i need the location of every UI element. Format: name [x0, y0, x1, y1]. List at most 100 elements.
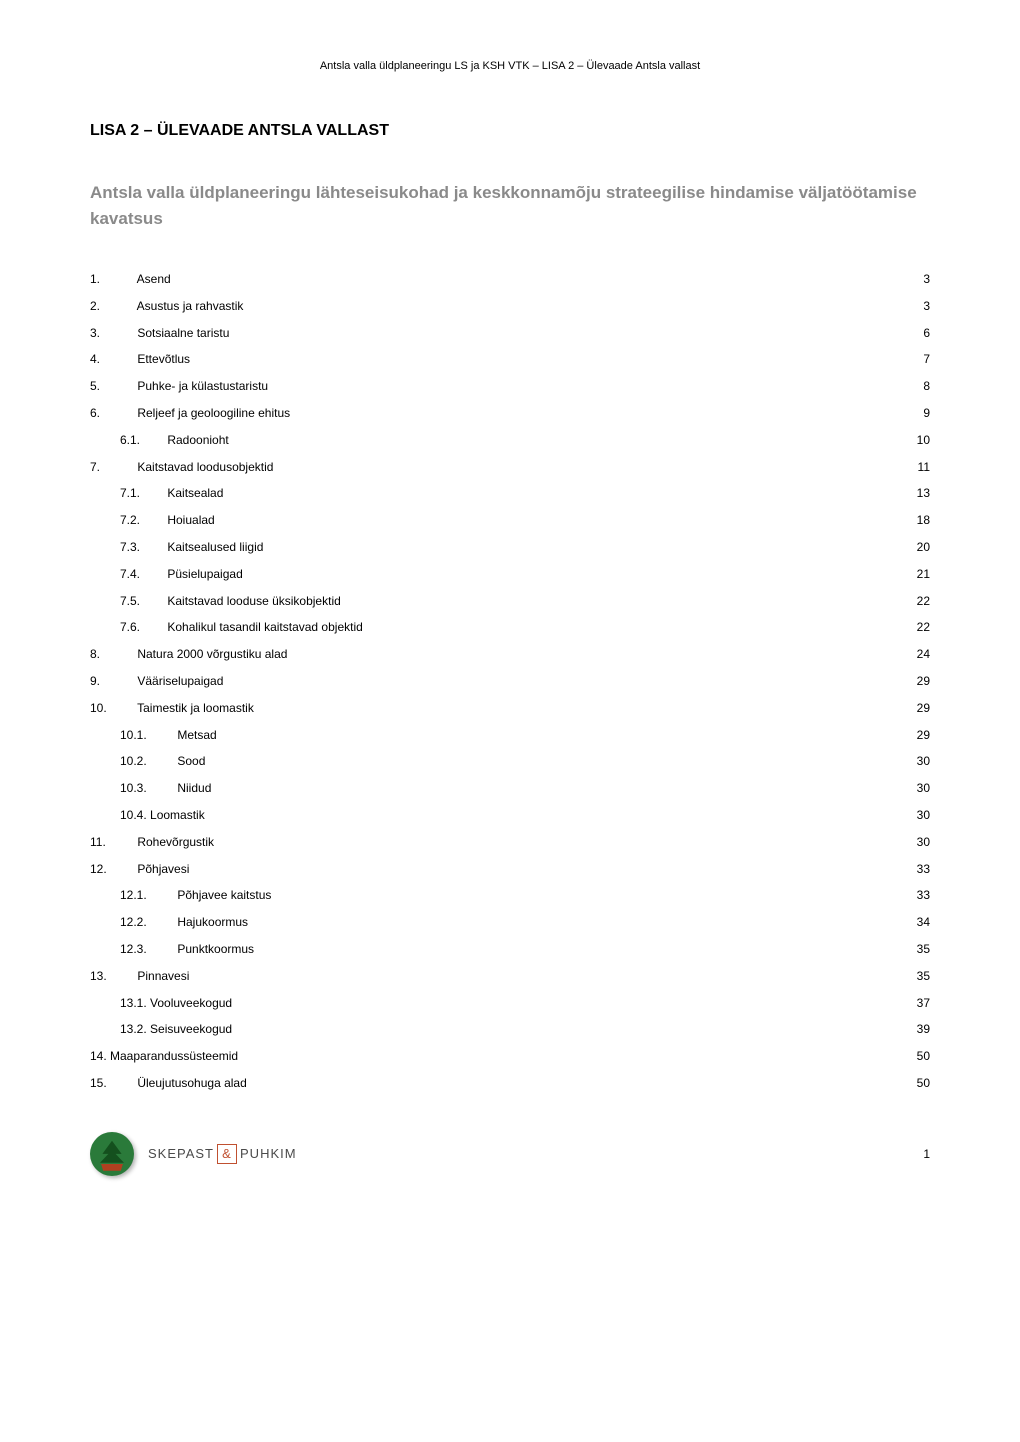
- toc-entry-page: 30: [907, 834, 930, 851]
- toc-entry: 14. Maaparandussüsteemid50: [90, 1048, 930, 1065]
- ampersand-box-icon: &: [217, 1144, 237, 1164]
- toc-entry-label: Üleujutusohuga alad: [137, 1076, 246, 1090]
- toc-entry-page: 6: [913, 325, 930, 342]
- toc-entry: 15. Üleujutusohuga alad50: [90, 1075, 930, 1092]
- toc-entry-label: Taimestik ja loomastik: [137, 701, 254, 715]
- toc-entry-left: 7.2. Hoiualad: [120, 512, 907, 529]
- toc-entry-number: 9.: [90, 673, 134, 690]
- toc-entry: 7.5. Kaitstavad looduse üksikobjektid22: [90, 593, 930, 610]
- toc-entry-page: 33: [907, 887, 930, 904]
- toc-entry: 10.3. Niidud30: [90, 780, 930, 797]
- toc-entry-label: Rohevõrgustik: [137, 835, 214, 849]
- toc-entry-left: 1. Asend: [90, 271, 913, 288]
- main-title: LISA 2 – ÜLEVAADE ANTSLA VALLAST: [90, 122, 930, 140]
- toc-entry-page: 22: [907, 593, 930, 610]
- company-logo: SKEPAST & PUHKIM: [148, 1144, 297, 1164]
- toc-entry-left: 13. Pinnavesi: [90, 968, 907, 985]
- table-of-contents: 1. Asend32. Asustus ja rahvastik33. Sots…: [90, 271, 930, 1092]
- toc-entry-left: 15. Üleujutusohuga alad: [90, 1075, 907, 1092]
- toc-entry-page: 33: [907, 861, 930, 878]
- toc-entry-page: 21: [907, 566, 930, 583]
- toc-entry-page: 22: [907, 619, 930, 636]
- toc-entry-label: Metsad: [177, 728, 216, 742]
- toc-entry-label: Kaitsealused liigid: [167, 540, 263, 554]
- toc-entry-page: 39: [907, 1021, 930, 1038]
- toc-entry: 1. Asend3: [90, 271, 930, 288]
- toc-entry-left: 5. Puhke- ja külastustaristu: [90, 378, 913, 395]
- company-name-part1: SKEPAST: [148, 1146, 214, 1161]
- toc-entry-label: Natura 2000 võrgustiku alad: [137, 647, 287, 661]
- toc-entry-label: Puhke- ja külastustaristu: [137, 379, 268, 393]
- toc-entry-left: 12.2. Hajukoormus: [120, 914, 907, 931]
- toc-entry-number: 8.: [90, 646, 134, 663]
- toc-entry-page: 30: [907, 753, 930, 770]
- toc-entry-label: Kaitstavad looduse üksikobjektid: [167, 594, 340, 608]
- toc-entry-number: 10.2.: [120, 753, 174, 770]
- toc-entry-label: Radoonioht: [167, 433, 228, 447]
- toc-entry: 12. Põhjavesi33: [90, 861, 930, 878]
- toc-entry-label: Põhjavesi: [137, 862, 189, 876]
- toc-entry-number: 12.1.: [120, 887, 174, 904]
- toc-entry-number: 12.2.: [120, 914, 174, 931]
- subtitle: Antsla valla üldplaneeringu lähteseisuko…: [90, 180, 930, 231]
- toc-entry: 3. Sotsiaalne taristu 6: [90, 325, 930, 342]
- toc-entry-left: 10.2. Sood: [120, 753, 907, 770]
- toc-entry-label: Põhjavee kaitstus: [177, 888, 271, 902]
- toc-entry: 8. Natura 2000 võrgustiku alad 24: [90, 646, 930, 663]
- toc-entry-left: 2. Asustus ja rahvastik: [90, 298, 913, 315]
- toc-entry-page: 30: [907, 780, 930, 797]
- header-text: Antsla valla üldplaneeringu LS ja KSH VT…: [320, 60, 700, 72]
- toc-entry: 11. Rohevõrgustik 30: [90, 834, 930, 851]
- toc-entry-label: Punktkoormus: [177, 942, 254, 956]
- toc-entry-number: 4.: [90, 351, 134, 368]
- toc-entry-page: 29: [907, 673, 930, 690]
- toc-entry-label: Kaitstavad loodusobjektid: [137, 460, 273, 474]
- toc-entry-label: Sotsiaalne taristu: [137, 326, 229, 340]
- toc-entry-number: 10.1.: [120, 727, 174, 744]
- toc-entry-label: Pinnavesi: [137, 969, 189, 983]
- toc-entry-number: 1.: [90, 271, 134, 288]
- toc-entry-label: Hajukoormus: [177, 915, 248, 929]
- company-name-part2: PUHKIM: [240, 1146, 297, 1161]
- toc-entry-page: 34: [907, 914, 930, 931]
- toc-entry-page: 35: [907, 968, 930, 985]
- toc-entry-page: 18: [907, 512, 930, 529]
- toc-entry: 5. Puhke- ja külastustaristu8: [90, 378, 930, 395]
- toc-entry-label: 13.2. Seisuveekogud: [120, 1022, 232, 1036]
- toc-entry-left: 12.3. Punktkoormus: [120, 941, 907, 958]
- toc-entry-left: 4. Ettevõtlus: [90, 351, 913, 368]
- toc-entry: 13.2. Seisuveekogud 39: [90, 1021, 930, 1038]
- toc-entry-number: 7.2.: [120, 512, 164, 529]
- toc-entry-number: 11.: [90, 834, 134, 851]
- toc-entry-number: 15.: [90, 1075, 134, 1092]
- logo-group: SKEPAST & PUHKIM: [90, 1132, 297, 1176]
- toc-entry-page: 29: [907, 700, 930, 717]
- toc-entry-left: 7.3. Kaitsealused liigid: [120, 539, 907, 556]
- toc-entry: 7.1. Kaitsealad13: [90, 485, 930, 502]
- toc-entry-page: 35: [907, 941, 930, 958]
- toc-entry-number: 7.: [90, 459, 134, 476]
- toc-entry-page: 24: [907, 646, 930, 663]
- toc-entry-left: 7.4. Püsielupaigad: [120, 566, 907, 583]
- toc-entry-number: 3.: [90, 325, 134, 342]
- page-number: 1: [923, 1147, 930, 1161]
- toc-entry-label: Ettevõtlus: [137, 352, 190, 366]
- toc-entry-label: 10.4. Loomastik: [120, 808, 205, 822]
- toc-entry-number: 6.1.: [120, 432, 164, 449]
- toc-entry-left: 7.5. Kaitstavad looduse üksikobjektid: [120, 593, 907, 610]
- toc-entry: 7. Kaitstavad loodusobjektid11: [90, 459, 930, 476]
- toc-entry-number: 10.3.: [120, 780, 174, 797]
- toc-entry-number: 6.: [90, 405, 134, 422]
- toc-entry: 10. Taimestik ja loomastik29: [90, 700, 930, 717]
- toc-entry-label: Reljeef ja geoloogiline ehitus: [137, 406, 290, 420]
- toc-entry-left: 10. Taimestik ja loomastik: [90, 700, 907, 717]
- toc-entry-left: 13.1. Vooluveekogud: [120, 995, 907, 1012]
- toc-entry-page: 20: [907, 539, 930, 556]
- toc-entry-left: 6. Reljeef ja geoloogiline ehitus: [90, 405, 913, 422]
- toc-entry: 12.2. Hajukoormus34: [90, 914, 930, 931]
- toc-entry: 6. Reljeef ja geoloogiline ehitus9: [90, 405, 930, 422]
- toc-entry-page: 50: [907, 1075, 930, 1092]
- toc-entry-page: 29: [907, 727, 930, 744]
- toc-entry-left: 9. Vääriselupaigad: [90, 673, 907, 690]
- toc-entry-left: 13.2. Seisuveekogud: [120, 1021, 907, 1038]
